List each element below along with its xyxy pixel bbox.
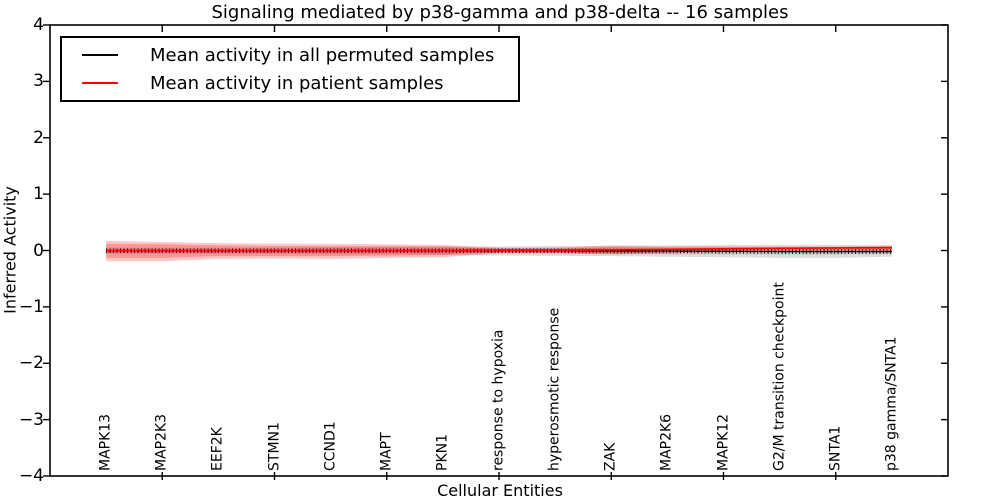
permuted-line-sample: [82, 54, 118, 56]
y-tick-label: 4: [33, 15, 44, 35]
x-tick-label: MAPK12: [715, 413, 731, 471]
y-tick-label: −4: [18, 466, 44, 486]
y-tick-label: −1: [18, 296, 44, 317]
y-tick-label: 2: [33, 127, 44, 148]
legend: Mean activity in all permuted samples Me…: [60, 36, 520, 102]
legend-label-permuted: Mean activity in all permuted samples: [150, 44, 495, 66]
x-tick-label: SNTA1: [827, 425, 844, 471]
legend-label-patient: Mean activity in patient samples: [150, 72, 444, 94]
x-tick-label: MAPK13: [97, 413, 114, 471]
x-tick-label: G2/M transition checkpoint: [771, 282, 788, 471]
patient-mean-line: [106, 246, 892, 252]
x-tick-label: response to hypoxia: [490, 329, 507, 471]
x-tick-label: EEF2K: [209, 427, 226, 471]
x-tick-label: hyperosmotic response: [546, 307, 563, 471]
y-tick-label: 0: [33, 240, 44, 261]
chart-title: Signaling mediated by p38-gamma and p38-…: [211, 2, 789, 23]
x-tick-label: MAP2K3: [153, 413, 170, 471]
x-tick-label: ZAK: [602, 442, 619, 471]
x-axis-label: Cellular Entities: [437, 481, 563, 500]
y-tick-label: −3: [18, 409, 44, 430]
legend-item-permuted: Mean activity in all permuted samples: [62, 42, 494, 68]
x-tick-label: CCND1: [322, 421, 339, 471]
patient-line-sample: [82, 82, 118, 84]
y-tick-label: 1: [33, 184, 44, 205]
x-tick-label: PKN1: [434, 433, 451, 471]
x-tick-label: STMN1: [266, 422, 282, 471]
y-tick-label: −2: [18, 353, 44, 374]
y-tick-label: 3: [33, 71, 44, 92]
x-tick-label: p38 gamma/SNTA1: [883, 336, 900, 472]
legend-item-patient: Mean activity in patient samples: [62, 70, 444, 96]
x-tick-label: MAP2K6: [658, 413, 675, 471]
x-tick-label: MAPT: [378, 432, 395, 471]
